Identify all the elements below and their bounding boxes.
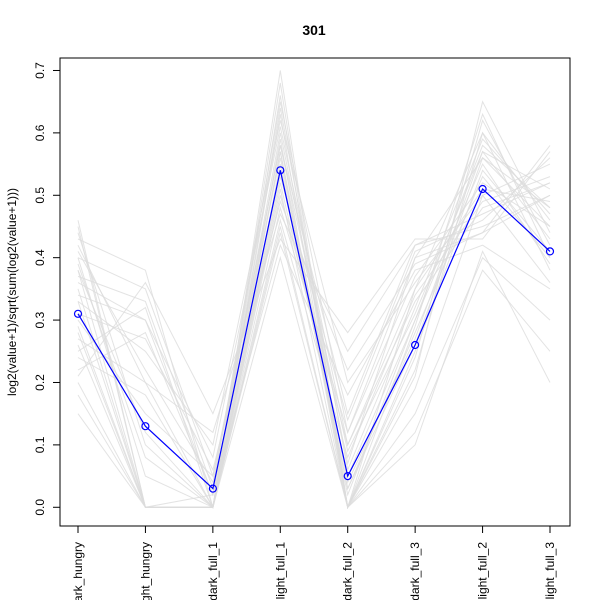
- background-series-line: [77, 156, 551, 509]
- y-tick-label: 0.0: [33, 499, 47, 516]
- highlight-series-point: [141, 422, 150, 431]
- x-tick-label: dark_full_1: [206, 542, 220, 600]
- highlight-series-point: [73, 309, 83, 318]
- background-series-group: [77, 70, 551, 510]
- x-tick-label: dark_full_2: [341, 542, 355, 600]
- background-series-line: [77, 232, 551, 509]
- y-axis: 0.0 0.1 0.2 0.3 0.4 0.5 0.6 0.7: [33, 62, 61, 516]
- background-series-line: [77, 95, 551, 509]
- highlight-series-point: [478, 184, 487, 194]
- x-axis: ark_hungry ght_hungry dark_full_1 light_ful…: [71, 526, 557, 600]
- background-series-line: [77, 120, 551, 447]
- y-axis-title: log2(value+1)/sqrt(sum(log2(value+1))): [5, 188, 19, 396]
- x-tick-label: light_full_3: [543, 542, 557, 600]
- background-series-line: [77, 70, 551, 510]
- background-series-line: [77, 176, 551, 509]
- y-tick-label: 0.4: [33, 249, 47, 266]
- x-tick-label: dark_full_3: [408, 542, 422, 600]
- x-tick-label: light_full_2: [476, 542, 490, 600]
- highlight-series-point: [545, 247, 555, 256]
- chart-title: 301: [302, 22, 326, 38]
- background-series-line: [77, 182, 551, 434]
- background-series-line: [77, 145, 551, 478]
- highlight-series-point: [276, 166, 285, 175]
- highlight-series-line: [77, 170, 551, 490]
- background-series-line: [77, 157, 551, 508]
- highlight-series-point: [411, 340, 420, 350]
- x-tick-label: ght_hungry: [138, 542, 152, 600]
- background-series-line: [77, 150, 551, 508]
- y-tick-label: 0.1: [33, 436, 47, 453]
- y-tick-label: 0.6: [33, 124, 47, 141]
- background-series-line: [77, 151, 551, 415]
- y-tick-label: 0.2: [33, 374, 47, 391]
- x-tick-label: ark_hungry: [71, 542, 85, 600]
- highlight-series-point: [343, 472, 352, 481]
- y-tick-label: 0.7: [33, 62, 47, 79]
- background-series-line: [77, 145, 551, 484]
- highlight-series-point: [208, 484, 217, 493]
- highlight-series-group: [73, 166, 555, 493]
- x-tick-label: light_full_1: [273, 542, 287, 600]
- background-series-line: [77, 101, 551, 491]
- y-tick-label: 0.3: [33, 311, 47, 328]
- y-tick-label: 0.5: [33, 187, 47, 204]
